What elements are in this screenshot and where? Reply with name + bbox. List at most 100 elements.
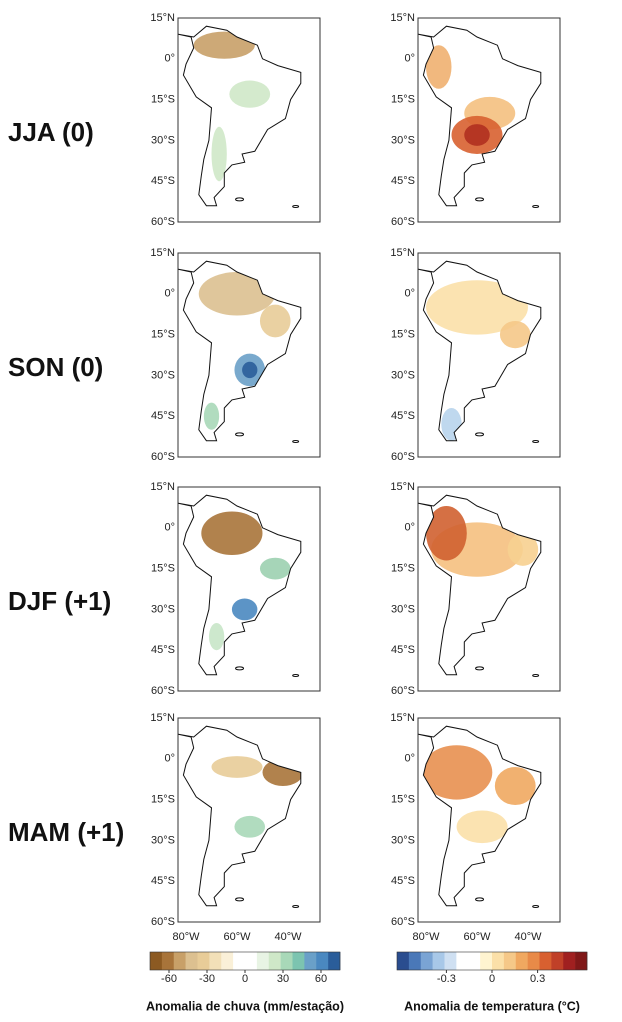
latitude-label: 0° (164, 753, 175, 765)
colorbar-cell (269, 952, 281, 970)
anomaly-patch (260, 305, 291, 338)
colorbar-cell (186, 952, 198, 970)
colorbar-cell (150, 952, 162, 970)
colorbar-tick-label: 30 (277, 973, 289, 985)
longitude-label: 60°W (463, 931, 491, 943)
colorbar-cell (304, 952, 316, 970)
latitude-label: 60°S (151, 451, 175, 463)
longitude-label: 80°W (412, 931, 440, 943)
colorbar-tick-label: 60 (315, 973, 327, 985)
colorbar-cell (233, 952, 245, 970)
colorbar-cell (504, 952, 516, 970)
colorbar-cell (198, 952, 210, 970)
colorbar-cell (328, 952, 340, 970)
figure: JJA (0) 15°N 0° 15°S 30°S 45°S 60°S 15°N 0° 15°S 3… (0, 0, 622, 1017)
anomaly-patch (204, 403, 219, 430)
latitude-label: 30°S (391, 834, 415, 846)
anomaly-patch (260, 558, 291, 580)
latitude-label: 45°S (151, 175, 175, 187)
colorbar-cell (293, 952, 305, 970)
latitude-label: 60°S (391, 451, 415, 463)
colorbar-cell (456, 952, 468, 970)
latitude-label: 30°S (151, 834, 175, 846)
anomaly-patch (234, 816, 265, 838)
colorbar-cell (433, 952, 445, 970)
latitude-label: 15°N (390, 247, 415, 259)
latitude-label: 45°S (151, 410, 175, 422)
latitude-label: 15°S (391, 563, 415, 575)
latitude-label: 45°S (391, 410, 415, 422)
latitude-label: 15°S (391, 794, 415, 806)
colorbar-cell (397, 952, 409, 970)
latitude-label: 30°S (151, 134, 175, 146)
colorbar-cell (468, 952, 480, 970)
latitude-label: 15°N (150, 712, 175, 724)
latitude-label: 0° (404, 753, 415, 765)
colorbar-cell (492, 952, 504, 970)
row-label: DJF (+1) (8, 586, 111, 616)
colorbar-cell (421, 952, 433, 970)
latitude-label: 30°S (151, 603, 175, 615)
row-label: JJA (0) (8, 117, 94, 147)
longitude-label: 80°W (172, 931, 200, 943)
latitude-label: 30°S (391, 369, 415, 381)
colorbar-cell (174, 952, 186, 970)
anomaly-patch (212, 756, 263, 778)
latitude-label: 15°S (151, 94, 175, 106)
row-label: SON (0) (8, 352, 103, 382)
latitude-label: 0° (404, 288, 415, 300)
colorbar-title: Anomalia de temperatura (°C) (404, 999, 580, 1013)
latitude-label: 60°S (391, 916, 415, 928)
colorbar-cell (551, 952, 563, 970)
anomaly-patch (464, 124, 490, 146)
colorbar-tick-label: -30 (199, 973, 215, 985)
latitude-label: 15°N (150, 247, 175, 259)
colorbar-cell (516, 952, 528, 970)
latitude-label: 30°S (151, 369, 175, 381)
colorbar-cell (575, 952, 587, 970)
latitude-label: 60°S (151, 685, 175, 697)
latitude-label: 45°S (151, 875, 175, 887)
latitude-label: 0° (164, 522, 175, 534)
colorbar-cell (162, 952, 174, 970)
longitude-label: 40°W (514, 931, 542, 943)
anomaly-patch (242, 362, 257, 378)
latitude-label: 0° (164, 288, 175, 300)
latitude-label: 15°N (390, 481, 415, 493)
colorbar-tick-label: -60 (161, 973, 177, 985)
latitude-label: 15°N (390, 712, 415, 724)
latitude-label: 15°S (391, 329, 415, 341)
latitude-label: 60°S (391, 216, 415, 228)
anomaly-patch (500, 321, 531, 348)
latitude-label: 45°S (391, 175, 415, 187)
colorbar-tick-label: -0.3 (437, 973, 456, 985)
row-label: MAM (+1) (8, 817, 124, 847)
colorbar-title: Anomalia de chuva (mm/estação) (146, 999, 344, 1013)
latitude-label: 15°S (391, 94, 415, 106)
latitude-label: 15°S (151, 329, 175, 341)
latitude-label: 60°S (151, 216, 175, 228)
latitude-label: 0° (404, 53, 415, 65)
latitude-label: 30°S (391, 603, 415, 615)
longitude-label: 40°W (274, 931, 302, 943)
anomaly-patch (209, 623, 224, 650)
latitude-label: 15°S (151, 794, 175, 806)
latitude-label: 15°S (151, 563, 175, 575)
anomaly-patch (229, 81, 270, 108)
colorbar-cell (257, 952, 269, 970)
latitude-label: 45°S (391, 644, 415, 656)
colorbar-cell (563, 952, 575, 970)
anomaly-patch (201, 511, 262, 555)
colorbar-cell (281, 952, 293, 970)
colorbar-cell (528, 952, 540, 970)
colorbar-cell (445, 952, 457, 970)
colorbar-cell (540, 952, 552, 970)
latitude-label: 15°N (150, 12, 175, 24)
colorbar-cell (409, 952, 421, 970)
latitude-label: 60°S (151, 916, 175, 928)
colorbar-tick-label: 0 (489, 973, 495, 985)
latitude-label: 30°S (391, 134, 415, 146)
latitude-label: 15°N (390, 12, 415, 24)
latitude-label: 0° (404, 522, 415, 534)
latitude-label: 60°S (391, 685, 415, 697)
